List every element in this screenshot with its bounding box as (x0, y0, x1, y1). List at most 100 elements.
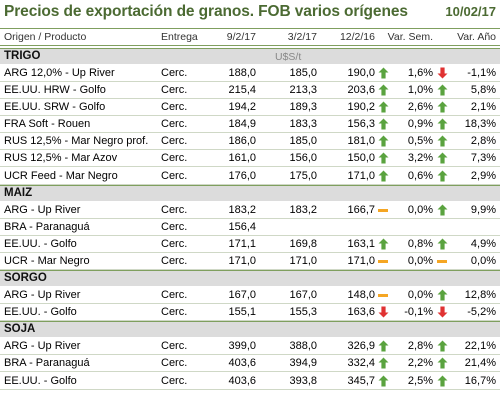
entrega-value: Cerc. (161, 170, 188, 182)
column-header-row: Origen / Producto Entrega 9/2/17 3/2/17 … (0, 28, 500, 46)
var-sem-arrow-up-icon (378, 135, 389, 147)
price-date-2: 183,3 (289, 118, 317, 130)
var-anio-arrow-up-icon (437, 375, 448, 387)
var-sem-value: 3,2% (407, 152, 433, 164)
var-anio-arrow-up-icon (437, 118, 448, 130)
var-anio-arrow-up-icon (437, 170, 448, 182)
section-maiz: MAIZ (0, 184, 500, 201)
price-date-1: 186,0 (228, 135, 256, 147)
product-name: BRA - Paranaguá (4, 221, 90, 233)
price-date-3: 326,9 (347, 340, 375, 352)
price-date-1: 403,6 (228, 357, 256, 369)
header-date-3: 12/2/16 (339, 31, 375, 43)
header-date-1: 9/2/17 (226, 31, 256, 43)
var-sem-arrow-up-icon (378, 67, 389, 79)
entrega-value: Cerc. (161, 357, 188, 369)
product-name: UCR - Mar Negro (4, 255, 90, 267)
product-name: ARG - Up River (4, 204, 81, 216)
var-anio-value: 2,9% (470, 170, 496, 182)
price-date-1: 183,2 (228, 204, 256, 216)
entrega-value: Cerc. (161, 204, 188, 216)
table-row: EE.UU. - Golfo Cerc. 403,6 393,8 345,7 2,5% 16… (0, 373, 500, 390)
entrega-value: Cerc. (161, 375, 188, 387)
var-anio-value: 16,7% (464, 375, 496, 387)
entrega-value: Cerc. (161, 289, 188, 301)
price-date-1: 167,0 (228, 289, 256, 301)
var-sem-value: 1,0% (407, 84, 433, 96)
var-sem-value: 1,6% (407, 67, 433, 79)
price-date-2: 394,9 (289, 357, 317, 369)
var-sem-value: 0,0% (407, 289, 433, 301)
price-date-1: 184,9 (228, 118, 256, 130)
price-date-1: 171,1 (228, 238, 256, 250)
entrega-value: Cerc. (161, 135, 188, 147)
var-sem-arrow-up-icon (378, 170, 389, 182)
var-sem-value: -0,1% (404, 306, 433, 318)
price-date-2: 388,0 (289, 340, 317, 352)
price-date-3: 345,7 (347, 375, 375, 387)
var-sem-arrow-up-icon (378, 357, 389, 369)
section-unit: U$S/t (275, 51, 302, 63)
var-anio-arrow-down-icon (437, 67, 448, 79)
var-anio-arrow-up-icon (437, 204, 448, 216)
price-date-3: 163,6 (347, 306, 375, 318)
price-date-2: 213,3 (289, 84, 317, 96)
var-sem-arrow-up-icon (378, 238, 389, 250)
var-sem-value: 0,9% (407, 118, 433, 130)
price-date-1: 403,6 (228, 375, 256, 387)
var-anio-value: 21,4% (464, 357, 496, 369)
price-date-1: 194,2 (228, 101, 256, 113)
price-date-3: 190,2 (347, 101, 375, 113)
price-date-1: 156,4 (228, 221, 256, 233)
var-sem-flat-icon (378, 209, 388, 212)
table-row: EE.UU. - Golfo Cerc. 155,1 155,3 163,6 -0,1% -… (0, 304, 500, 321)
section-label: SOJA (4, 323, 36, 336)
var-sem-value: 2,8% (407, 340, 433, 352)
table-row: EE.UU. HRW - Golfo Cerc. 215,4 213,3 203,6 1,… (0, 82, 500, 99)
table-row: FRA Soft - Rouen Cerc. 184,9 183,3 156,3 0,9%… (0, 116, 500, 133)
var-anio-arrow-up-icon (437, 152, 448, 164)
price-date-3: 166,7 (347, 204, 375, 216)
var-anio-value: 0,0% (470, 255, 496, 267)
var-anio-arrow-down-icon (437, 306, 448, 318)
title-bar: Precios de exportación de granos. FOB va… (0, 0, 500, 26)
price-date-2: 155,3 (289, 306, 317, 318)
var-sem-arrow-up-icon (378, 152, 389, 164)
var-sem-value: 0,0% (407, 255, 433, 267)
page-title: Precios de exportación de granos. FOB va… (4, 3, 408, 20)
table-row: ARG - Up River Cerc. 183,2 183,2 166,7 0,0% 9,… (0, 202, 500, 219)
var-anio-value: 2,8% (470, 135, 496, 147)
var-anio-value: 5,8% (470, 84, 496, 96)
table-row: ARG - Up River Cerc. 167,0 167,0 148,0 0,0% 12… (0, 287, 500, 304)
var-sem-arrow-down-icon (378, 306, 389, 318)
var-anio-arrow-up-icon (437, 101, 448, 113)
price-date-2: 171,0 (289, 255, 317, 267)
header-entrega: Entrega (161, 31, 198, 43)
product-name: ARG 12,0% - Up River (4, 67, 115, 79)
entrega-value: Cerc. (161, 306, 188, 318)
var-anio-value: 12,8% (464, 289, 496, 301)
var-anio-arrow-up-icon (437, 340, 448, 352)
price-date-2: 189,3 (289, 101, 317, 113)
product-name: RUS 12,5% - Mar Negro prof. (4, 135, 149, 147)
price-date-2: 156,0 (289, 152, 317, 164)
var-sem-value: 2,2% (407, 357, 433, 369)
var-sem-arrow-up-icon (378, 84, 389, 96)
price-date-1: 155,1 (228, 306, 256, 318)
price-date-1: 161,0 (228, 152, 256, 164)
var-anio-value: 22,1% (464, 340, 496, 352)
var-sem-value: 0,0% (407, 204, 433, 216)
product-name: EE.UU. SRW - Golfo (4, 101, 106, 113)
table-row: BRA - Paranaguá Cerc. 403,6 394,9 332,4 2,2% 2… (0, 355, 500, 372)
header-var-anio: Var. Año (457, 31, 496, 43)
price-date-2: 185,0 (289, 67, 317, 79)
price-date-1: 399,0 (228, 340, 256, 352)
table-row: ARG - Up River Cerc. 399,0 388,0 326,9 2,8% 22… (0, 338, 500, 355)
section-label: TRIGO (4, 50, 41, 62)
price-date-1: 171,0 (228, 255, 256, 267)
entrega-value: Cerc. (161, 118, 188, 130)
var-sem-value: 0,8% (407, 238, 433, 250)
header-product: Origen / Producto (4, 31, 87, 43)
product-name: EE.UU. - Golfo (4, 375, 77, 387)
var-anio-flat-icon (437, 260, 447, 263)
